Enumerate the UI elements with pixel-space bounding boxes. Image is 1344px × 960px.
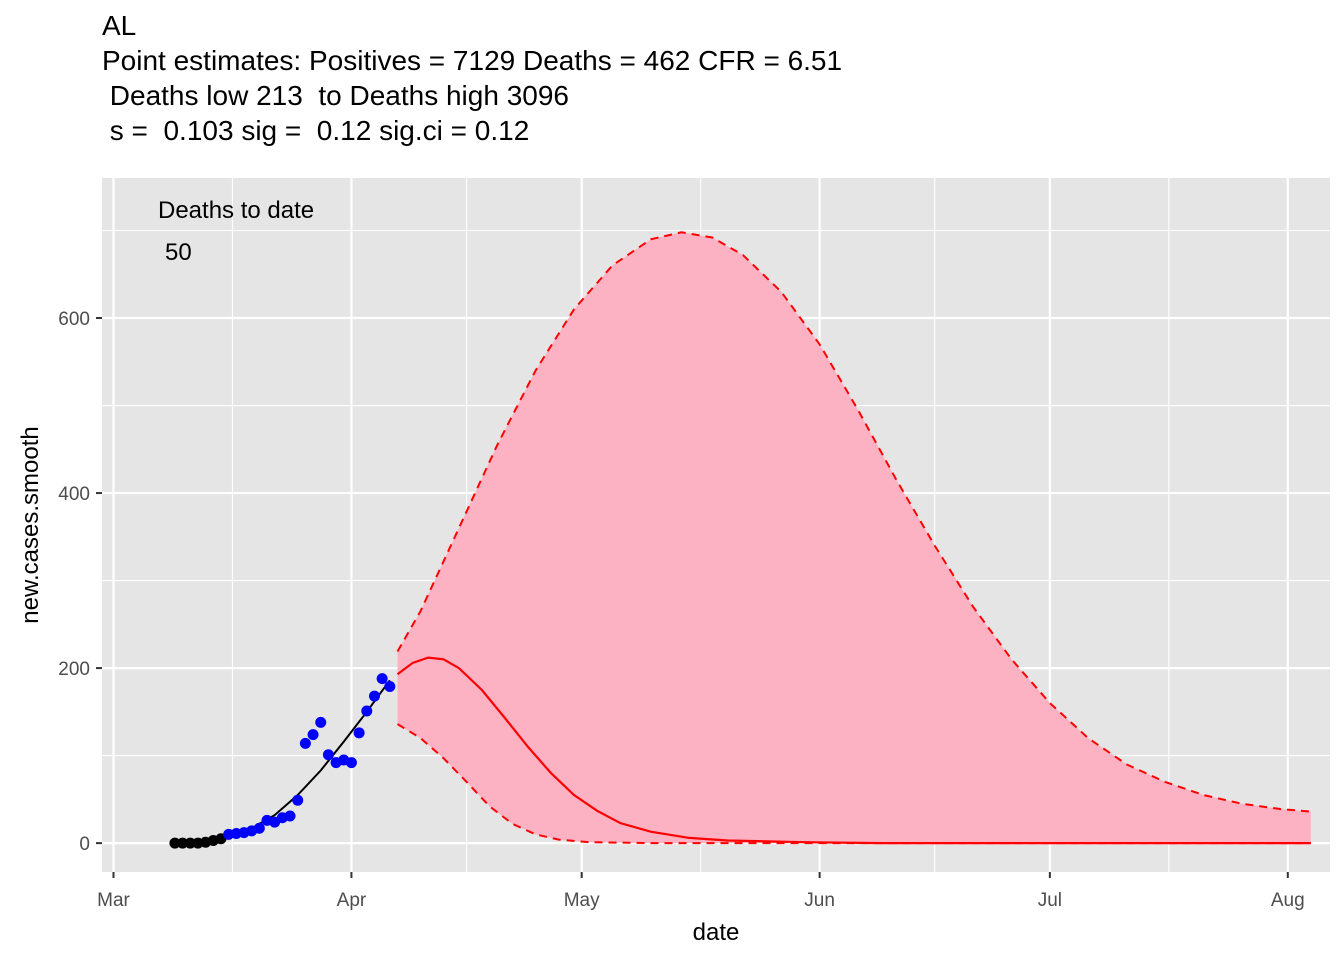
data-point <box>292 794 304 806</box>
data-point <box>315 716 327 728</box>
band-fill <box>397 232 1311 844</box>
axes: Mar Apr May Jun Jul Aug 0 200 400 600 <box>58 309 1304 911</box>
projection-line <box>396 656 1311 845</box>
y-tick-label: 600 <box>58 309 90 330</box>
confidence-band <box>396 231 1311 845</box>
band-upper-line <box>396 231 1311 813</box>
title-line-1: AL <box>102 10 137 41</box>
data-point <box>368 690 380 702</box>
x-tick-label: Mar <box>97 890 130 911</box>
annotation-value: 50 <box>165 239 192 266</box>
x-tick-label: May <box>564 890 600 911</box>
data-point <box>345 757 357 769</box>
y-tick-label: 0 <box>79 834 90 855</box>
data-point <box>253 822 265 834</box>
data-point <box>384 680 396 692</box>
data-point <box>184 837 196 849</box>
x-tick-label: Apr <box>337 890 367 911</box>
data-point <box>307 729 319 741</box>
band-lower-line <box>396 723 1311 845</box>
data-point <box>361 705 373 717</box>
y-tick-label: 400 <box>58 484 90 505</box>
data-point <box>169 837 181 849</box>
observed-points <box>169 673 396 849</box>
data-point <box>322 749 334 761</box>
data-point <box>299 737 311 749</box>
data-point <box>376 673 388 685</box>
data-point <box>177 837 189 849</box>
title-line-4: s = 0.103 sig = 0.12 sig.ci = 0.12 <box>102 115 530 146</box>
title-line-2: Point estimates: Positives = 7129 Deaths… <box>102 45 843 76</box>
x-tick-label: Jun <box>804 890 835 911</box>
y-axis-title: new.cases.smooth <box>17 426 44 623</box>
x-axis-title: date <box>693 919 740 946</box>
data-point <box>284 810 296 822</box>
title-line-3: Deaths low 213 to Deaths high 3096 <box>102 80 569 111</box>
x-tick-label: Aug <box>1271 890 1305 911</box>
x-tick-label: Jul <box>1038 890 1062 911</box>
chart-title: AL Point estimates: Positives = 7129 Dea… <box>102 8 842 148</box>
y-tick-label: 200 <box>58 659 90 680</box>
annotation-label: Deaths to date <box>158 197 314 224</box>
data-point <box>353 727 365 739</box>
